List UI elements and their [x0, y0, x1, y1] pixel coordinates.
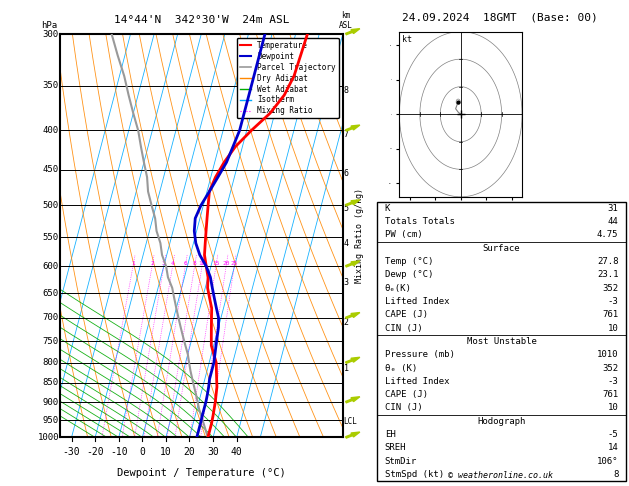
- Text: Surface: Surface: [483, 244, 520, 253]
- Legend: Temperature, Dewpoint, Parcel Trajectory, Dry Adiabat, Wet Adiabat, Isotherm, Mi: Temperature, Dewpoint, Parcel Trajectory…: [237, 38, 339, 119]
- Text: 6: 6: [343, 169, 348, 178]
- Text: Most Unstable: Most Unstable: [467, 337, 537, 346]
- Text: CAPE (J): CAPE (J): [385, 310, 428, 319]
- Text: -10: -10: [110, 448, 128, 457]
- Text: 6: 6: [184, 261, 187, 266]
- Text: 23.1: 23.1: [597, 270, 618, 279]
- Text: 20: 20: [184, 448, 196, 457]
- Text: EH: EH: [385, 430, 396, 439]
- Text: PW (cm): PW (cm): [385, 230, 423, 240]
- Text: 450: 450: [43, 165, 59, 174]
- Text: 4.75: 4.75: [597, 230, 618, 240]
- Text: 3: 3: [343, 278, 348, 287]
- Text: CAPE (J): CAPE (J): [385, 390, 428, 399]
- Text: 1: 1: [343, 364, 348, 373]
- Text: Lifted Index: Lifted Index: [385, 297, 449, 306]
- Text: SREH: SREH: [385, 443, 406, 452]
- Text: K: K: [385, 204, 390, 213]
- Text: 27.8: 27.8: [597, 257, 618, 266]
- Text: hPa: hPa: [41, 21, 57, 30]
- Text: 8: 8: [343, 86, 348, 95]
- Text: 800: 800: [43, 358, 59, 367]
- Text: 31: 31: [608, 204, 618, 213]
- Text: Pressure (mb): Pressure (mb): [385, 350, 455, 359]
- Text: 2: 2: [343, 318, 348, 327]
- Text: 24.09.2024  18GMT  (Base: 00): 24.09.2024 18GMT (Base: 00): [402, 12, 598, 22]
- Text: 4: 4: [170, 261, 174, 266]
- Text: 0: 0: [140, 448, 145, 457]
- Text: 600: 600: [43, 262, 59, 271]
- Text: 106°: 106°: [597, 457, 618, 466]
- Text: 7: 7: [343, 130, 348, 139]
- Text: Dewpoint / Temperature (°C): Dewpoint / Temperature (°C): [117, 468, 286, 478]
- Text: 400: 400: [43, 126, 59, 135]
- Text: 761: 761: [603, 310, 618, 319]
- Text: 300: 300: [43, 30, 59, 38]
- Text: Temp (°C): Temp (°C): [385, 257, 433, 266]
- Text: 750: 750: [43, 336, 59, 346]
- Text: LCL: LCL: [343, 417, 357, 427]
- Text: StmSpd (kt): StmSpd (kt): [385, 470, 444, 479]
- Text: -20: -20: [86, 448, 104, 457]
- Text: 350: 350: [43, 81, 59, 90]
- Text: -3: -3: [608, 377, 618, 386]
- Text: 850: 850: [43, 379, 59, 387]
- Text: km
ASL: km ASL: [338, 11, 353, 30]
- Text: Lifted Index: Lifted Index: [385, 377, 449, 386]
- Text: © weatheronline.co.uk: © weatheronline.co.uk: [448, 471, 552, 480]
- Text: -3: -3: [608, 297, 618, 306]
- Text: Dewp (°C): Dewp (°C): [385, 270, 433, 279]
- Text: Mixing Ratio (g/kg): Mixing Ratio (g/kg): [355, 188, 364, 283]
- Text: -30: -30: [63, 448, 81, 457]
- Text: 900: 900: [43, 398, 59, 407]
- Text: 500: 500: [43, 201, 59, 209]
- Text: 700: 700: [43, 313, 59, 322]
- Text: θₑ (K): θₑ (K): [385, 364, 417, 373]
- Text: 2: 2: [150, 261, 154, 266]
- Text: 20: 20: [223, 261, 230, 266]
- Text: 5: 5: [343, 204, 348, 213]
- Text: 15: 15: [212, 261, 220, 266]
- Text: 40: 40: [231, 448, 243, 457]
- Text: 352: 352: [603, 364, 618, 373]
- Text: Hodograph: Hodograph: [477, 417, 526, 426]
- Text: CIN (J): CIN (J): [385, 324, 423, 332]
- Text: 10: 10: [198, 261, 206, 266]
- Text: 4: 4: [343, 239, 348, 248]
- Text: CIN (J): CIN (J): [385, 403, 423, 413]
- Text: 8: 8: [613, 470, 618, 479]
- Text: 14°44'N  342°30'W  24m ASL: 14°44'N 342°30'W 24m ASL: [113, 15, 289, 25]
- Text: 10: 10: [608, 324, 618, 332]
- Text: 650: 650: [43, 289, 59, 297]
- Text: θₑ(K): θₑ(K): [385, 284, 412, 293]
- Text: 352: 352: [603, 284, 618, 293]
- Text: 10: 10: [608, 403, 618, 413]
- Text: -5: -5: [608, 430, 618, 439]
- Text: 950: 950: [43, 416, 59, 425]
- Text: 10: 10: [160, 448, 172, 457]
- Text: StmDir: StmDir: [385, 457, 417, 466]
- Text: 14: 14: [608, 443, 618, 452]
- Text: 3: 3: [162, 261, 166, 266]
- Text: 44: 44: [608, 217, 618, 226]
- Text: 1010: 1010: [597, 350, 618, 359]
- Text: 550: 550: [43, 233, 59, 242]
- Text: 25: 25: [230, 261, 238, 266]
- Text: kt: kt: [402, 35, 412, 44]
- Text: 30: 30: [207, 448, 219, 457]
- Text: 1: 1: [131, 261, 135, 266]
- Text: 1000: 1000: [37, 433, 59, 442]
- Text: 761: 761: [603, 390, 618, 399]
- Text: Totals Totals: Totals Totals: [385, 217, 455, 226]
- Text: 8: 8: [192, 261, 196, 266]
